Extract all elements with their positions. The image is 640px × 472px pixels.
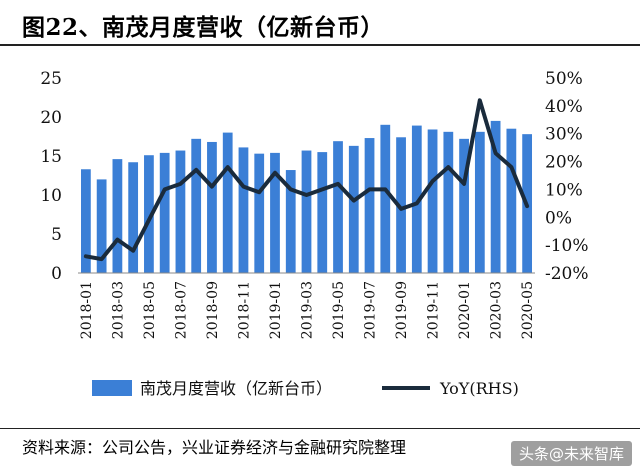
x-tick-label: 2018-09 — [205, 281, 221, 339]
x-tick-label: 2018-03 — [110, 281, 126, 339]
revenue-bar — [459, 138, 469, 273]
revenue-bar — [80, 169, 91, 273]
revenue-bar — [490, 120, 501, 274]
revenue-bar — [364, 138, 375, 273]
revenue-bar — [175, 150, 186, 273]
right-tick-label: 40% — [545, 97, 583, 117]
revenue-bar — [380, 124, 391, 273]
right-tick-label: 10% — [545, 180, 583, 200]
right-tick-label: 20% — [545, 153, 583, 173]
legend-label-yoy: YoY(RHS) — [439, 379, 519, 398]
revenue-bar — [285, 170, 296, 273]
right-tick-label: 50% — [545, 69, 583, 89]
x-tick-label: 2019-01 — [268, 281, 284, 339]
revenue-bar — [159, 152, 170, 273]
revenue-bar — [112, 159, 123, 273]
x-tick-label: 2018-01 — [79, 281, 95, 339]
revenue-bar — [474, 131, 485, 273]
x-tick-label: 2020-01 — [457, 281, 473, 339]
x-tick-label: 2019-05 — [331, 281, 347, 339]
left-tick-label: 20 — [40, 108, 62, 128]
right-tick-label: 30% — [545, 125, 583, 145]
legend-label-revenue: 南茂月度营收（亿新台币） — [140, 379, 332, 398]
x-tick-label: 2018-07 — [173, 281, 189, 339]
revenue-bar — [128, 162, 139, 273]
right-tick-label: 0% — [545, 208, 572, 228]
revenue-bar — [96, 179, 107, 273]
revenue-bar — [348, 145, 359, 273]
source-divider — [0, 428, 640, 429]
revenue-bar — [317, 152, 328, 273]
revenue-bar — [191, 138, 202, 273]
x-tick-label: 2019-07 — [363, 281, 379, 339]
right-tick-label: -20% — [545, 264, 589, 284]
revenue-bar — [144, 155, 154, 273]
revenue-bar — [270, 152, 280, 273]
left-tick-label: 15 — [40, 147, 62, 167]
revenue-bar — [333, 141, 343, 273]
left-tick-label: 5 — [51, 225, 62, 245]
revenue-bar — [443, 131, 454, 273]
x-tick-label: 2019-03 — [300, 281, 316, 339]
left-tick-label: 25 — [40, 69, 62, 89]
left-tick-label: 0 — [51, 264, 62, 284]
revenue-bar — [222, 132, 233, 273]
revenue-bar — [254, 153, 265, 273]
revenue-bar — [411, 125, 422, 273]
x-tick-label: 2018-11 — [236, 281, 252, 339]
yoy-line — [83, 98, 530, 262]
x-tick-label: 2020-05 — [520, 281, 536, 339]
x-tick-label: 2019-11 — [426, 281, 442, 339]
revenue-bar — [506, 128, 517, 273]
revenue-bar — [207, 141, 217, 273]
right-tick-label: -10% — [545, 236, 589, 256]
legend-swatch-revenue — [92, 380, 132, 396]
revenue-bar — [427, 129, 438, 273]
source-note: 资料来源：公司公告，兴业证券经济与金融研究院整理 — [22, 438, 407, 457]
title-divider — [0, 44, 640, 46]
x-tick-label: 2020-03 — [489, 281, 505, 339]
revenue-bar — [301, 150, 312, 273]
revenue-bar — [238, 147, 249, 273]
left-tick-label: 10 — [40, 186, 62, 206]
chart-title: 图22、南茂月度营收（亿新台币） — [22, 14, 385, 41]
x-tick-label: 2018-05 — [142, 281, 158, 339]
x-tick-label: 2019-09 — [394, 281, 410, 339]
watermark: 头条@未来智库 — [510, 441, 632, 466]
revenue-chart: 0 5 10 15 20 25 -20% -10% 0% 10% 20% 30% 40% 50% 2018-… — [40, 69, 589, 398]
revenue-bar — [396, 137, 406, 273]
